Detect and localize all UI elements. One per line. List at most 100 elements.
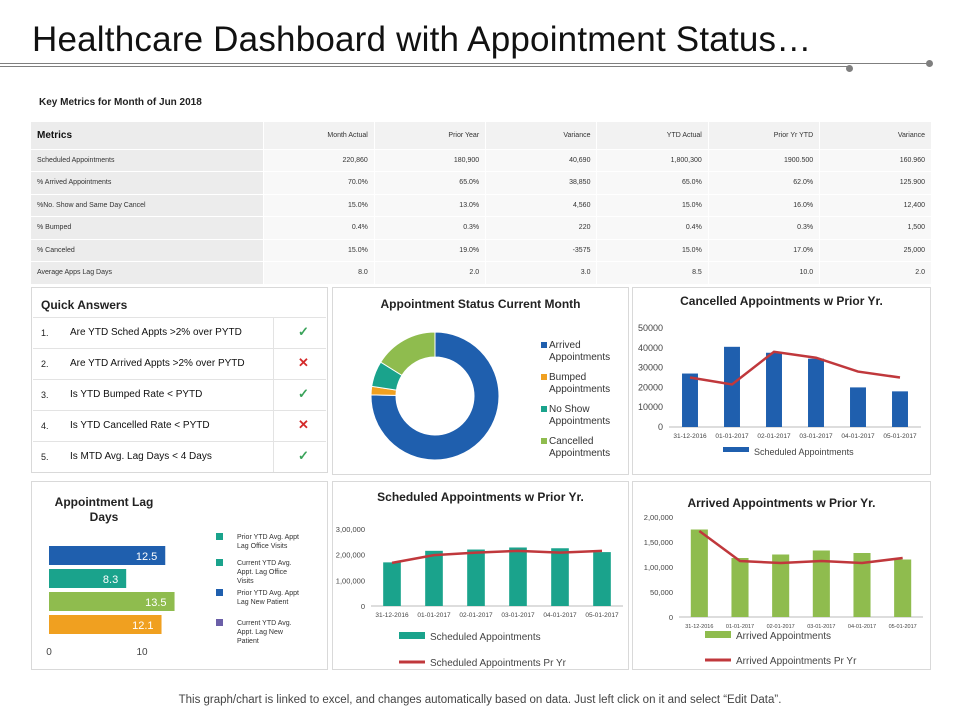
key-metrics-section: Key Metrics for Month of Jun 2018 Metric… (31, 92, 931, 285)
y-tick-label: 2,00,000 (644, 513, 673, 522)
x-tick-label: 03-01-2017 (799, 433, 833, 440)
metric-value-cell: 0.3% (707, 216, 820, 240)
y-tick-label: 2,00,000 (336, 551, 365, 560)
table-row: Scheduled Appointments 220,860 180,900 40,6… (31, 149, 931, 172)
quick-answer-divider (273, 349, 274, 379)
legend-label: Current YTD Avg. (237, 560, 292, 567)
title-underline-long (0, 63, 930, 64)
cancelled-chart-panel: Cancelled Appointments w Prior Yr. 50000… (632, 287, 931, 475)
header-metrics: Metrics (31, 122, 263, 150)
bar (49, 615, 162, 634)
bar (425, 550, 443, 606)
x-tick-label: 01-01-2017 (715, 433, 749, 440)
y-tick-label: 20000 (638, 382, 663, 392)
bar (894, 559, 912, 617)
header-variance-ytd: Variance (819, 122, 931, 150)
bar (731, 558, 749, 617)
quick-answer-divider (273, 318, 274, 348)
legend-label: Arrived (549, 340, 581, 351)
legend-label: Scheduled Appointments (430, 632, 541, 643)
metric-value-cell: 160.960 (819, 149, 931, 172)
legend-label: Lag Office Visits (237, 543, 288, 550)
x-tick-label: 01-01-2017 (417, 612, 451, 619)
footer-note: This graph/chart is linked to excel, and… (178, 694, 782, 706)
x-tick-label: 02-01-2017 (757, 433, 791, 440)
quick-answer-divider (273, 442, 274, 472)
metric-value-cell: 8.5 (596, 261, 709, 285)
metric-value-cell: 0.4% (596, 216, 709, 240)
lag-chart-title: Appointment Lag (55, 495, 154, 509)
quick-answer-number: 5. (41, 452, 49, 462)
bar (724, 346, 740, 427)
metric-value-cell: 15.0% (596, 194, 709, 217)
x-tick-label: 10 (136, 647, 148, 658)
metric-value-cell: 1900.500 (707, 149, 820, 172)
y-tick-label: 3,00,000 (336, 525, 365, 534)
metric-value-cell: 4,560 (485, 194, 597, 217)
bar (808, 358, 824, 427)
legend-label: Visits (237, 578, 254, 585)
y-tick-label: 10000 (638, 402, 663, 412)
legend-label: Appointments (549, 352, 610, 363)
legend-label: Appointments (549, 448, 610, 459)
metric-value-cell: 62.0% (707, 171, 820, 195)
quick-answer-item: 4. Is YTD Cancelled Rate < PYTD ✕ (33, 410, 326, 441)
legend-label: Scheduled Appointments Pr Yr (430, 658, 567, 669)
legend-label: Appointments (549, 416, 610, 427)
series-line (391, 549, 603, 565)
legend-label: Lag New Patient (237, 599, 288, 606)
y-tick-label: 40000 (638, 343, 663, 353)
lag-chart-title: Days (90, 510, 119, 524)
metric-value-cell: 65.0% (596, 171, 709, 195)
legend-swatch (216, 619, 223, 626)
bar-value-label: 8.3 (103, 574, 118, 586)
legend-swatch (705, 631, 731, 638)
legend-label: Bumped (549, 372, 586, 383)
header-month-actual: Month Actual (262, 122, 375, 150)
status-donut-chart: ArrivedAppointmentsBumpedAppointmentsNo … (370, 331, 610, 461)
legend-label: Prior YTD Avg. Appt (237, 534, 299, 541)
metric-value-cell: 0.3% (373, 216, 486, 240)
bar (682, 373, 698, 427)
metric-value-cell: 19.0% (373, 239, 486, 262)
cancelled-chart-title: Cancelled Appointments w Prior Yr. (680, 294, 883, 308)
check-icon: ✓ (298, 324, 309, 339)
table-row: Average Apps Lag Days 8.0 2.0 3.0 8.5 10.0 2.0 (31, 261, 931, 285)
metric-value-cell: 15.0% (596, 239, 709, 262)
bar-value-label: 13.5 (145, 597, 166, 609)
y-tick-label: 30000 (638, 363, 663, 373)
status-chart-title: Appointment Status Current Month (380, 297, 581, 311)
metric-value-cell: 2.0 (373, 261, 486, 285)
page-title: Healthcare Dashboard with Appointment St… (32, 20, 812, 59)
legend-label: Scheduled Appointments (754, 447, 854, 457)
header-ytd-actual: YTD Actual (596, 122, 709, 150)
x-tick-label: 05-01-2017 (883, 433, 917, 440)
bar (467, 549, 485, 606)
title-underline (0, 66, 850, 67)
legend-label: Appt. Lag New (237, 629, 284, 636)
metric-value-cell: 3.0 (485, 261, 597, 285)
legend-swatch (541, 342, 547, 348)
quick-answer-divider (273, 411, 274, 441)
bar (772, 554, 790, 617)
bar (812, 550, 830, 617)
legend-swatch (216, 589, 223, 596)
arrived-bar-chart: 2,00,000 1,50,000 1,00,000 50,000 0 31-12-201… (644, 513, 923, 667)
cross-icon: ✕ (298, 355, 309, 370)
metric-value-cell: 0.4% (262, 216, 375, 240)
bar (850, 387, 866, 427)
legend-label: No Show (549, 404, 590, 415)
metric-value-cell: 40,690 (485, 149, 597, 172)
quick-answer-question: Are YTD Arrived Appts >2% over PYTD (70, 358, 245, 369)
metric-value-cell: 16.0% (707, 194, 820, 217)
metric-value-cell: -3575 (485, 239, 597, 262)
x-tick-label: 02-01-2017 (459, 612, 493, 619)
metric-value-cell: 2.0 (819, 261, 931, 285)
bar-value-label: 12.5 (136, 551, 157, 563)
table-row: %No. Show and Same Day Cancel 15.0% 13.0% 4… (31, 194, 931, 217)
cross-icon: ✕ (298, 417, 309, 432)
quick-answer-item: 2. Are YTD Arrived Appts >2% over PYTD ✕ (33, 348, 326, 379)
legend-swatch (541, 438, 547, 444)
y-tick-label: 1,00,000 (644, 563, 673, 572)
table-row: % Arrived Appointments 70.0% 65.0% 38,850 65… (31, 171, 931, 195)
